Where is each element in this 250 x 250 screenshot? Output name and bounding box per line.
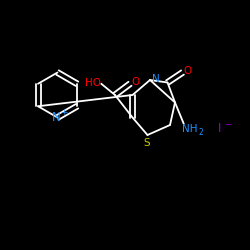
- Text: S: S: [143, 138, 150, 147]
- Text: NH: NH: [182, 124, 198, 134]
- Text: N: N: [52, 111, 60, 124]
- Text: O: O: [132, 77, 140, 87]
- Text: 2: 2: [198, 128, 203, 137]
- Text: −: −: [224, 119, 231, 128]
- Text: N: N: [152, 74, 160, 84]
- Text: HO: HO: [85, 78, 101, 88]
- Text: I: I: [218, 122, 222, 135]
- Text: O: O: [184, 66, 192, 76]
- Text: +: +: [60, 108, 68, 117]
